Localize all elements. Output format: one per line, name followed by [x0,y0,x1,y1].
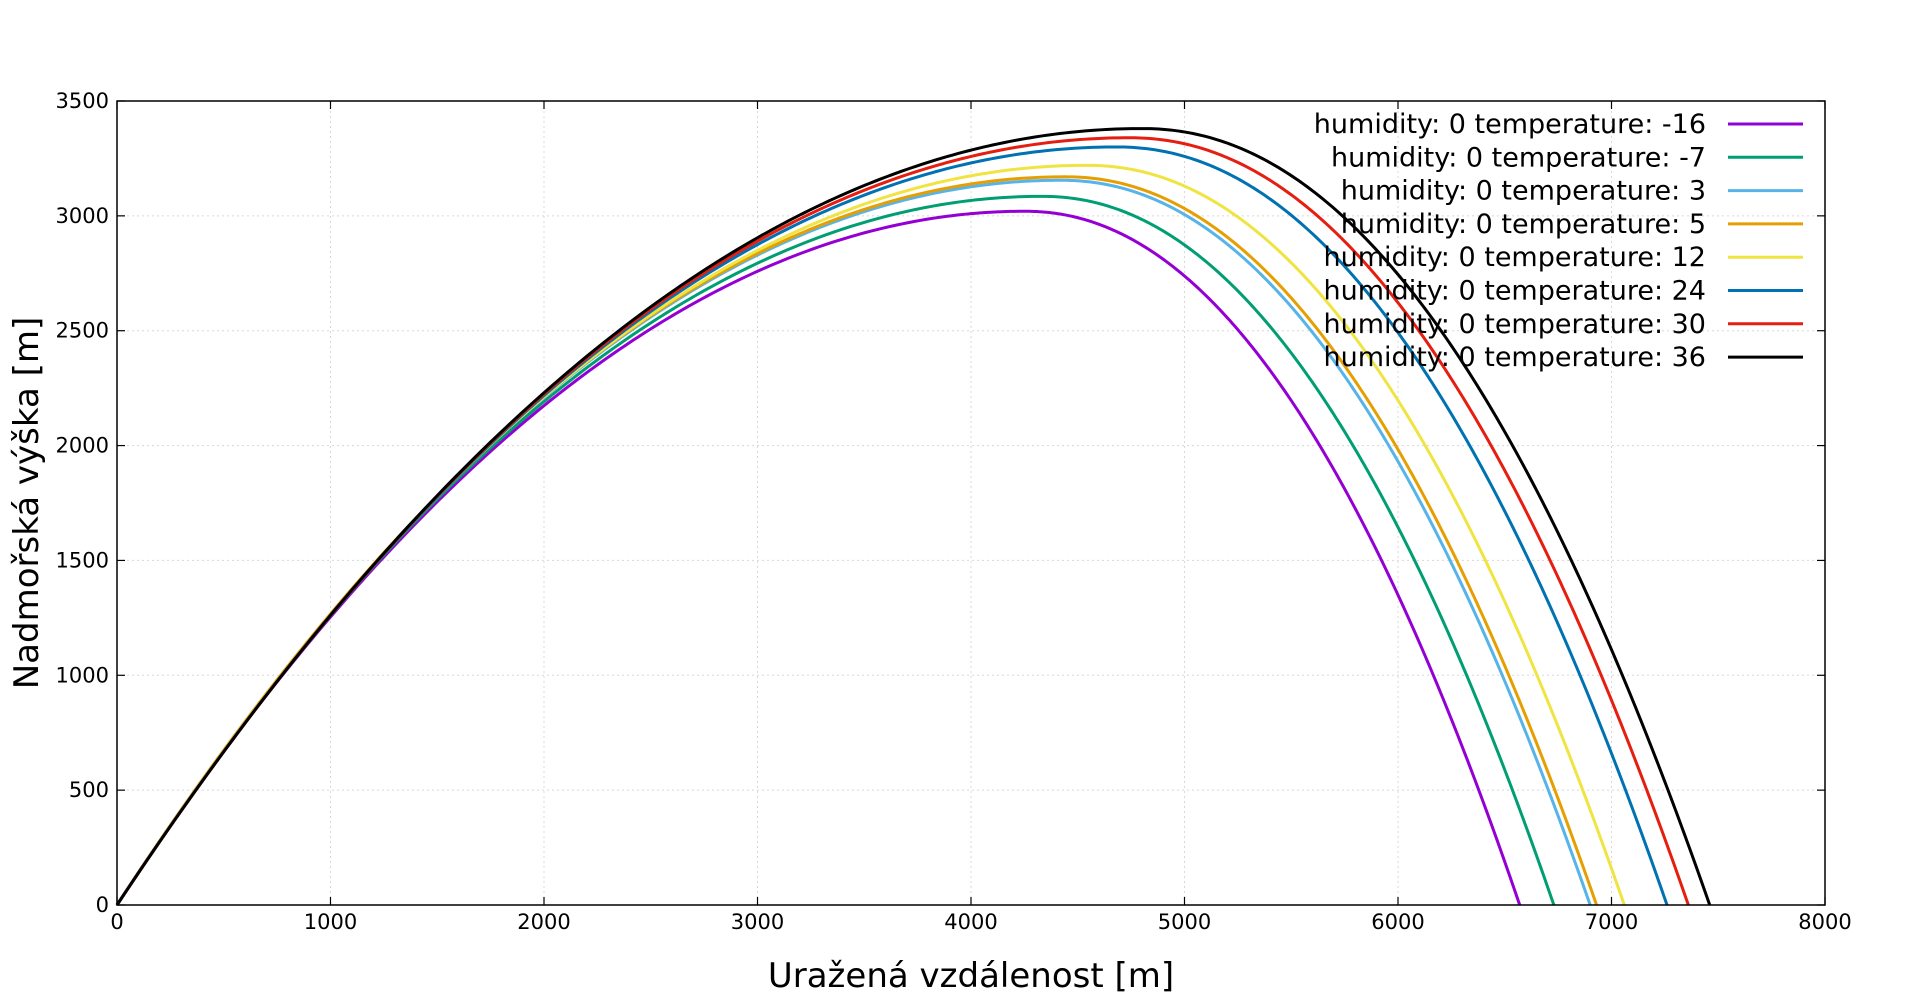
legend-label: humidity: 0 temperature: 30 [1324,309,1706,340]
series-line [115,209,1522,906]
x-tick-label: 6000 [1371,910,1424,934]
y-tick-label: 1000 [56,663,109,687]
x-tick-label: 3000 [731,910,784,934]
y-tick-label: 3500 [56,89,109,113]
x-tick-label: 8000 [1798,910,1851,934]
series-line [115,127,1712,906]
legend-label: humidity: 0 temperature: 5 [1341,209,1706,240]
x-axis-label: Uražená vzdálenost [m] [768,956,1174,993]
legend-label: humidity: 0 temperature: 36 [1324,342,1706,373]
y-tick-label: 2500 [56,319,109,343]
y-tick-label: 2000 [56,434,109,458]
x-tick-label: 5000 [1158,910,1211,934]
y-axis-label: Nadmořská výška [m] [7,317,47,690]
x-tick-label: 7000 [1585,910,1638,934]
x-tick-label: 2000 [517,910,570,934]
y-tick-label: 3000 [56,204,109,228]
x-tick-label: 4000 [944,910,997,934]
y-tick-label: 500 [69,778,109,802]
axis-ticks: 0 1000 2000 3000 4000 5000 6000 7000 8000 0 500 100… [56,89,1852,934]
y-tick-label: 0 [96,893,109,917]
x-tick-label: 1000 [304,910,357,934]
y-tick-label: 1500 [56,548,109,572]
series-lines [115,127,1712,906]
legend-label: humidity: 0 temperature: -7 [1331,142,1706,173]
legend-label: humidity: 0 temperature: -16 [1314,109,1706,140]
grid [117,101,1825,905]
legend-label: humidity: 0 temperature: 12 [1324,242,1706,273]
legend-label: humidity: 0 temperature: 24 [1324,276,1706,307]
legend-label: humidity: 0 temperature: 3 [1341,176,1706,207]
x-tick-label: 0 [110,910,123,934]
